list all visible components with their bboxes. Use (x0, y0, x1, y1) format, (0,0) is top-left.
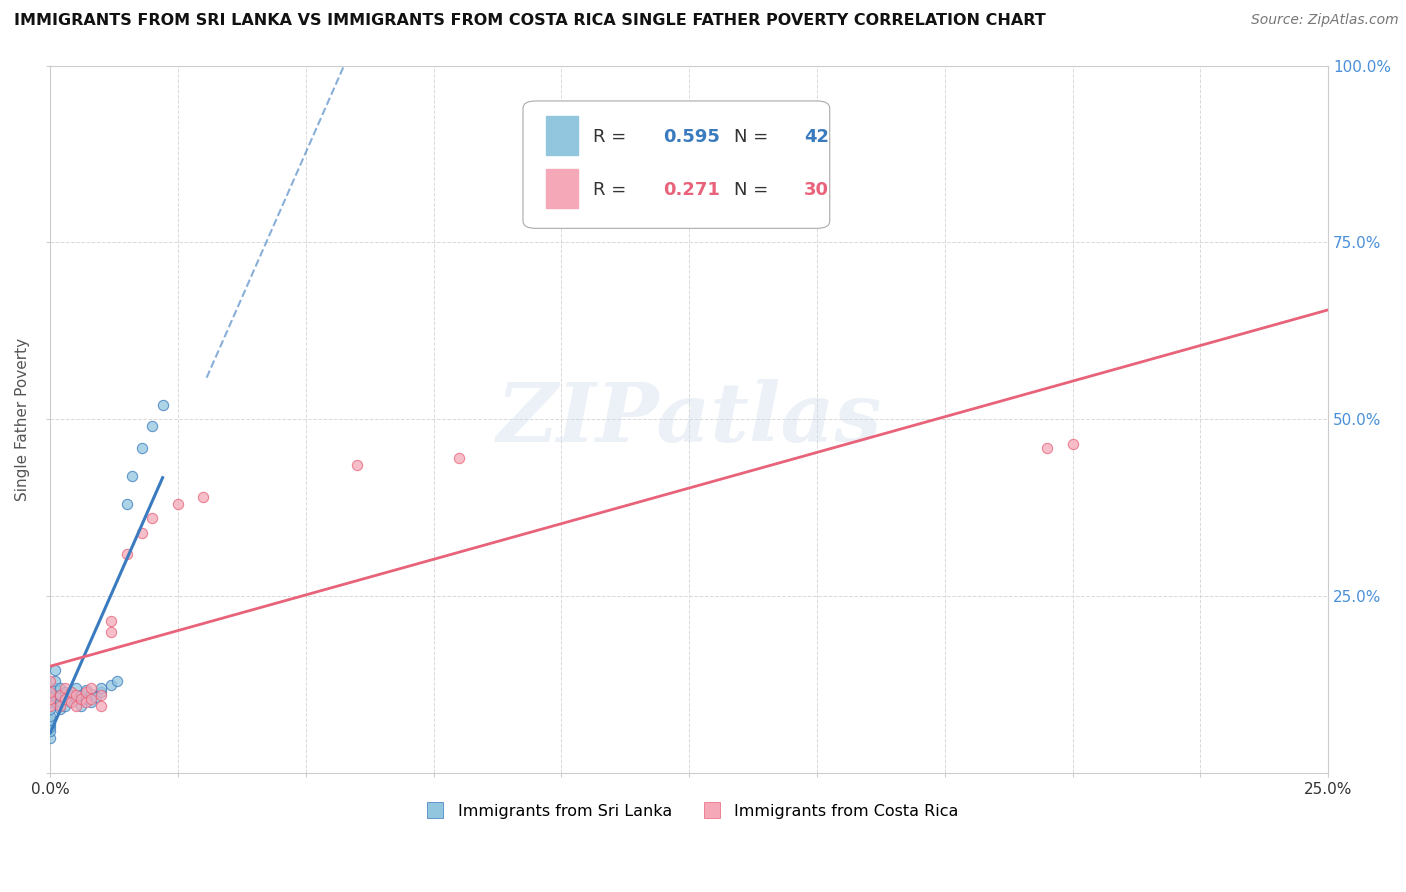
Point (44, 664, 66, 678)
Point (59, 684, 82, 698)
Point (39, 716, 62, 731)
Point (49, 702, 72, 716)
Text: IMMIGRANTS FROM SRI LANKA VS IMMIGRANTS FROM COSTA RICA SINGLE FATHER POVERTY CO: IMMIGRANTS FROM SRI LANKA VS IMMIGRANTS … (14, 13, 1046, 29)
Point (90, 684, 112, 698)
Point (39, 723, 62, 738)
Point (39, 702, 62, 716)
Point (115, 547, 138, 561)
Point (55, 691, 77, 706)
Point (69, 691, 91, 706)
Point (193, 490, 215, 504)
Point (131, 441, 153, 455)
Point (39, 713, 62, 727)
Point (131, 525, 153, 540)
Text: 30: 30 (804, 181, 830, 199)
Text: 0.595: 0.595 (664, 128, 720, 146)
Point (105, 674, 128, 689)
Bar (546, 169, 578, 208)
Point (75, 695, 97, 709)
Point (55, 698, 77, 713)
Point (69, 698, 91, 713)
Point (80, 681, 103, 696)
Point (39, 691, 62, 706)
Point (59, 695, 82, 709)
Point (75, 682, 97, 697)
Point (44, 688, 66, 702)
Text: ZIPatlas: ZIPatlas (496, 379, 882, 459)
Point (49, 681, 72, 696)
Point (100, 624, 122, 639)
Point (39, 731, 62, 745)
Point (55, 681, 77, 696)
Point (152, 398, 174, 412)
Text: Source: ZipAtlas.com: Source: ZipAtlas.com (1251, 13, 1399, 28)
Point (1036, 441, 1059, 455)
Point (141, 511, 163, 525)
Point (69, 688, 91, 702)
Point (65, 691, 87, 706)
Point (90, 698, 112, 713)
Point (121, 469, 143, 483)
Point (65, 681, 87, 696)
FancyBboxPatch shape (523, 101, 830, 228)
Point (49, 698, 72, 713)
Point (449, 451, 471, 466)
Point (100, 614, 122, 628)
Text: 0.271: 0.271 (664, 181, 720, 199)
Point (44, 681, 66, 696)
Point (39, 695, 62, 709)
Point (59, 695, 82, 709)
Point (55, 684, 77, 698)
Point (90, 681, 112, 696)
Point (90, 688, 112, 702)
Point (49, 695, 72, 709)
Point (80, 691, 103, 706)
Legend: Immigrants from Sri Lanka, Immigrants from Costa Rica: Immigrants from Sri Lanka, Immigrants fr… (413, 797, 965, 825)
Point (39, 698, 62, 713)
Point (65, 698, 87, 713)
Point (346, 458, 368, 473)
Point (44, 674, 66, 689)
Text: R =: R = (593, 128, 627, 146)
Point (44, 695, 66, 709)
Point (49, 688, 72, 702)
Point (80, 695, 103, 709)
Point (55, 691, 77, 706)
Point (100, 678, 122, 692)
Point (141, 419, 163, 434)
Point (59, 684, 82, 698)
Point (39, 674, 62, 689)
Point (39, 684, 62, 698)
Text: N =: N = (734, 128, 768, 146)
Point (65, 688, 87, 702)
Point (75, 691, 97, 706)
Point (80, 687, 103, 701)
Bar (546, 116, 578, 154)
Point (39, 691, 62, 706)
Y-axis label: Single Father Poverty: Single Father Poverty (15, 338, 30, 501)
Point (75, 684, 97, 698)
Point (39, 684, 62, 698)
Point (49, 688, 72, 702)
Point (167, 497, 190, 511)
Text: N =: N = (734, 181, 768, 199)
Point (84, 690, 107, 704)
Text: 42: 42 (804, 128, 830, 146)
Text: R =: R = (593, 181, 627, 199)
Point (39, 720, 62, 734)
Point (115, 497, 138, 511)
Point (1062, 437, 1084, 451)
Point (39, 709, 62, 723)
